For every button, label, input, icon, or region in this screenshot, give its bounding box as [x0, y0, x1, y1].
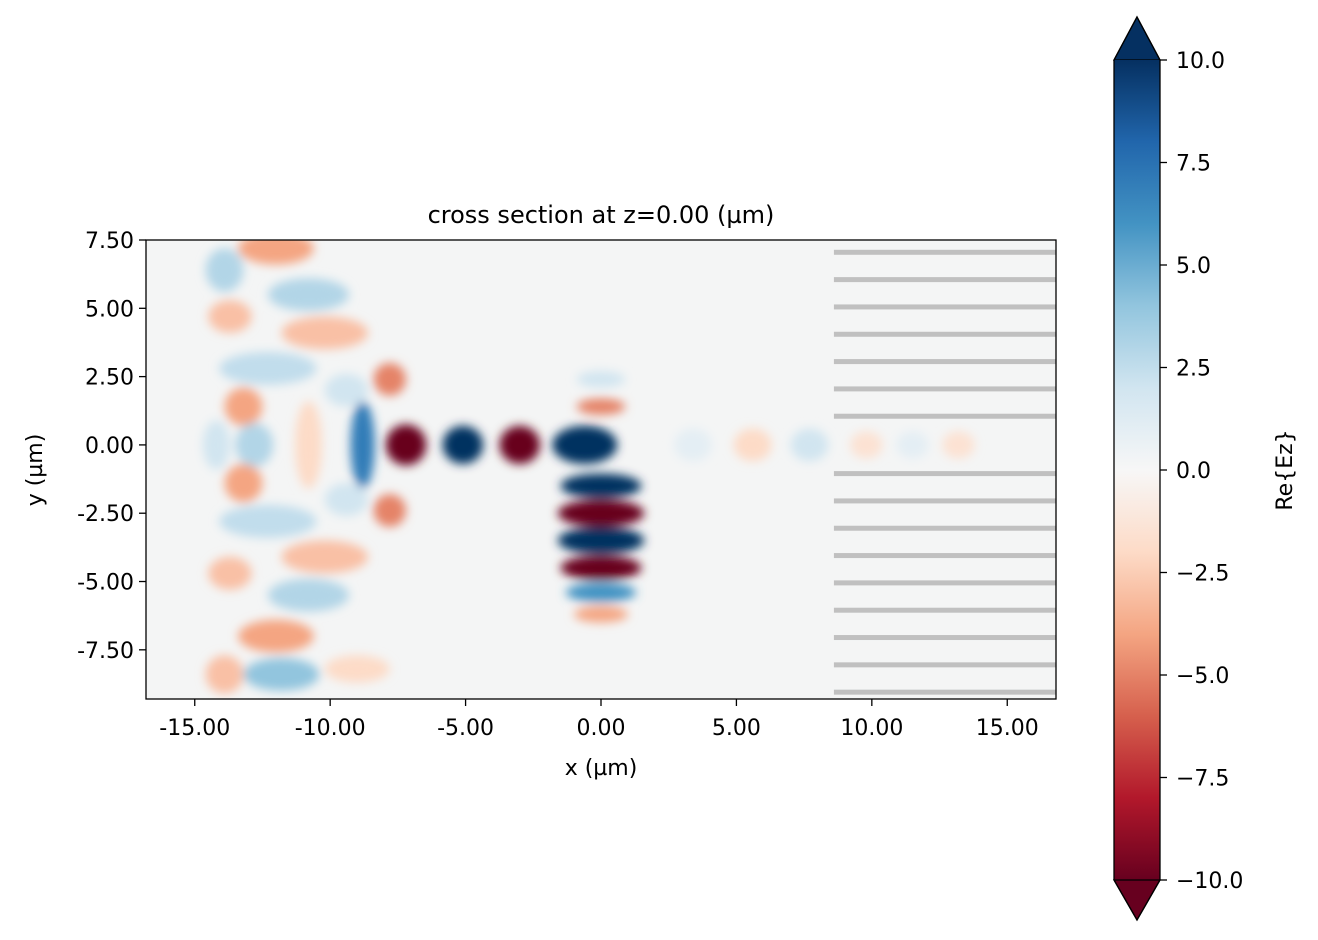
colorbar-extend-min	[1112, 879, 1162, 922]
x-tick-label: -10.00	[295, 716, 366, 741]
field-layer	[202, 240, 975, 694]
structure-line	[833, 525, 1056, 531]
field-lobe	[499, 425, 541, 465]
x-axis: -15.00 -10.00 -5.00 0.00 5.00 10.00 15.00	[159, 699, 1039, 741]
colorbar: 10.0 7.5 5.0 2.5 0.0 −2.5 −5.0 −7.5 −10.0 Re{Ez}	[1112, 15, 1298, 922]
colorbar-tick-label: −7.5	[1176, 767, 1229, 792]
field-lobe	[565, 582, 637, 603]
field-lobe	[224, 387, 263, 426]
field-lobe	[219, 505, 317, 538]
field-lobe	[850, 431, 883, 459]
colorbar-tick-label: 2.5	[1176, 357, 1211, 382]
field-lobe	[385, 424, 427, 466]
field-lobe	[243, 658, 320, 691]
field-lobe	[219, 352, 317, 385]
structure-line	[833, 359, 1056, 365]
structure-line	[833, 386, 1056, 392]
colorbar-tick-label: 7.5	[1176, 152, 1211, 177]
y-axis-label: y (µm)	[23, 434, 48, 507]
field-lobe	[208, 300, 252, 333]
colorbar-extend-max	[1112, 15, 1162, 61]
field-lobe	[294, 401, 323, 489]
field-lobe	[790, 428, 829, 462]
structure-line	[833, 635, 1056, 641]
field-lobe	[281, 316, 369, 350]
colorbar-tick-label: −10.0	[1176, 869, 1243, 894]
chart-title: cross section at z=0.00 (µm)	[428, 201, 775, 229]
field-lobe	[235, 423, 274, 467]
colorbar-ticks: 10.0 7.5 5.0 2.5 0.0 −2.5 −5.0 −7.5 −10.0	[1160, 49, 1243, 894]
field-lobe	[350, 401, 375, 489]
structure-layer	[833, 249, 1056, 695]
y-tick-label: -2.50	[77, 502, 134, 527]
structure-line	[833, 689, 1056, 695]
field-lobe	[560, 473, 642, 499]
x-tick-label: -15.00	[159, 716, 230, 741]
field-lobe	[573, 606, 629, 623]
field-lobe	[267, 578, 350, 612]
x-tick-label: 10.00	[840, 716, 903, 741]
field-lobe	[224, 464, 263, 503]
field-lobe	[202, 420, 230, 470]
plot-area	[146, 240, 1056, 699]
y-tick-label: 7.50	[85, 229, 134, 254]
field-lobe	[267, 278, 350, 312]
field-lobe	[324, 655, 390, 683]
y-tick-label: -7.50	[77, 639, 134, 664]
field-lobe	[238, 240, 314, 265]
field-lobe	[324, 373, 369, 407]
field-lobe	[557, 499, 645, 527]
colorbar-tick-label: −5.0	[1176, 664, 1229, 689]
field-lobe	[324, 483, 369, 516]
field-lobe	[373, 362, 406, 396]
y-tick-label: -5.00	[77, 571, 134, 596]
field-lobe	[552, 425, 618, 465]
field-lobe	[733, 428, 772, 462]
structure-line	[833, 249, 1056, 255]
structure-line	[833, 553, 1056, 559]
field-lobe	[674, 428, 713, 462]
field-lobe	[238, 619, 314, 653]
colorbar-label: Re{Ez}	[1273, 429, 1298, 510]
field-lobe	[896, 431, 929, 459]
structure-line	[833, 498, 1056, 504]
colorbar-tick-label: −2.5	[1176, 562, 1229, 587]
structure-line	[833, 607, 1056, 613]
x-tick-label: 0.00	[577, 716, 626, 741]
x-tick-label: 15.00	[976, 716, 1039, 741]
x-tick-label: -5.00	[437, 716, 494, 741]
field-lobe	[281, 540, 369, 574]
structure-line	[833, 471, 1056, 477]
structure-line	[833, 413, 1056, 419]
field-lobe	[942, 431, 975, 459]
x-tick-label: 5.00	[712, 716, 761, 741]
structure-line	[833, 277, 1056, 283]
field-lobe	[557, 526, 645, 555]
field-lobe	[442, 425, 484, 465]
y-tick-label: 0.00	[85, 434, 134, 459]
colorbar-tick-label: 10.0	[1176, 49, 1225, 74]
field-lobe	[208, 556, 252, 590]
colorbar-tick-label: 0.0	[1176, 459, 1211, 484]
field-lobe	[205, 248, 244, 292]
colorbar-tick-label: 5.0	[1176, 254, 1211, 279]
colorbar-gradient	[1114, 60, 1160, 880]
structure-line	[833, 331, 1056, 337]
x-axis-label: x (µm)	[565, 756, 638, 781]
structure-line	[833, 662, 1056, 668]
y-tick-label: 5.00	[85, 297, 134, 322]
field-lobe	[560, 555, 642, 581]
field-lobe	[576, 398, 626, 415]
structure-line	[833, 304, 1056, 310]
structure-line	[833, 580, 1056, 586]
y-tick-label: 2.50	[85, 366, 134, 391]
y-axis: 7.50 5.00 2.50 0.00 -2.50 -5.00 -7.50	[77, 229, 146, 664]
field-lobe	[576, 371, 626, 388]
field-lobe	[373, 494, 406, 527]
field-lobe	[205, 655, 244, 694]
